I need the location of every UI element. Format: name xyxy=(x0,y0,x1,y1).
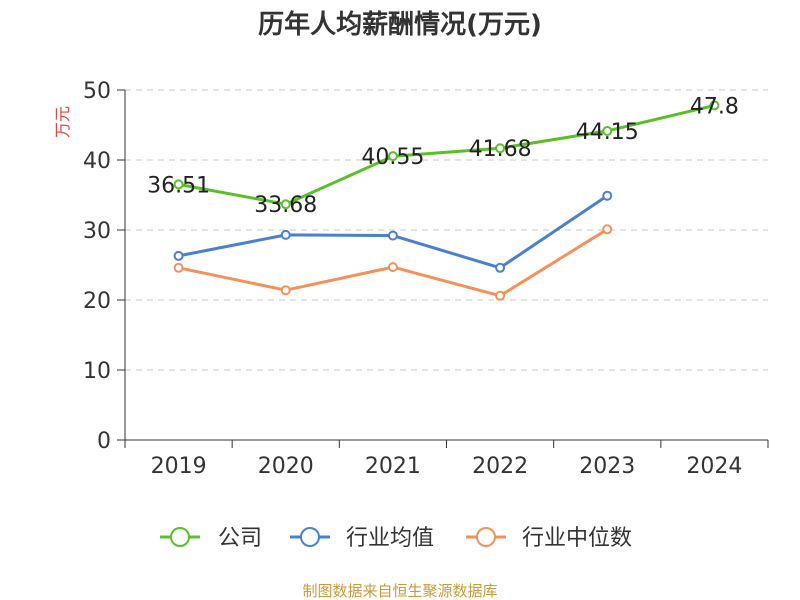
data-point xyxy=(387,262,398,273)
data-label: 33.68 xyxy=(254,193,317,218)
data-label: 44.15 xyxy=(576,120,639,145)
data-point xyxy=(387,151,398,162)
data-point xyxy=(602,190,613,201)
legend-label-1: 行业均值 xyxy=(346,526,434,551)
x-tick-label: 2023 xyxy=(579,454,635,479)
data-point xyxy=(602,224,613,235)
data-point xyxy=(173,262,184,273)
x-tick-label: 2022 xyxy=(472,454,528,479)
legend-marker-1 xyxy=(300,527,320,547)
data-label: 40.55 xyxy=(361,145,424,170)
legend[interactable]: 公司 行业均值 行业中位数 xyxy=(160,526,632,551)
x-tick-label: 2024 xyxy=(686,454,742,479)
data-label: 36.51 xyxy=(147,173,210,198)
data-point xyxy=(709,100,720,111)
data-point xyxy=(280,229,291,240)
grid-lines xyxy=(125,89,768,371)
data-point xyxy=(173,179,184,190)
legend-label-0: 公司 xyxy=(218,526,262,551)
y-tick-label: 20 xyxy=(83,289,111,314)
y-tick-label: 10 xyxy=(83,359,111,384)
data-point xyxy=(173,250,184,261)
data-label: 47.8 xyxy=(690,94,739,119)
chart-title: 历年人均薪酬情况(万元) xyxy=(258,9,542,40)
data-point xyxy=(495,290,506,301)
y-tick-label: 50 xyxy=(83,79,111,104)
y-axis-label: 万元 xyxy=(53,106,72,138)
legend-marker-0 xyxy=(170,527,190,547)
legend-marker-2 xyxy=(476,527,496,547)
data-point xyxy=(495,262,506,273)
data-point xyxy=(280,199,291,210)
series-line-0 xyxy=(178,103,715,206)
data-point xyxy=(495,143,506,154)
data-point xyxy=(280,285,291,296)
data-point xyxy=(602,125,613,136)
y-tick-label: 30 xyxy=(83,219,111,244)
x-tick-label: 2019 xyxy=(151,454,207,479)
x-tick-label: 2021 xyxy=(365,454,421,479)
y-tick-label: 40 xyxy=(83,149,111,174)
axes: 0 10 20 30 40 50 2019 2020 2021 2022 2023 2024 xyxy=(83,79,769,479)
legend-label-2: 行业中位数 xyxy=(522,526,632,551)
series-lines xyxy=(173,100,720,301)
y-tick-label: 0 xyxy=(97,429,111,454)
data-labels: 36.51 33.68 40.55 41.68 44.15 47.8 xyxy=(147,94,739,218)
data-label: 41.68 xyxy=(469,137,532,162)
x-tick-label: 2020 xyxy=(258,454,314,479)
data-point xyxy=(387,230,398,241)
source-note: 制图数据来自恒生聚源数据库 xyxy=(302,582,497,600)
